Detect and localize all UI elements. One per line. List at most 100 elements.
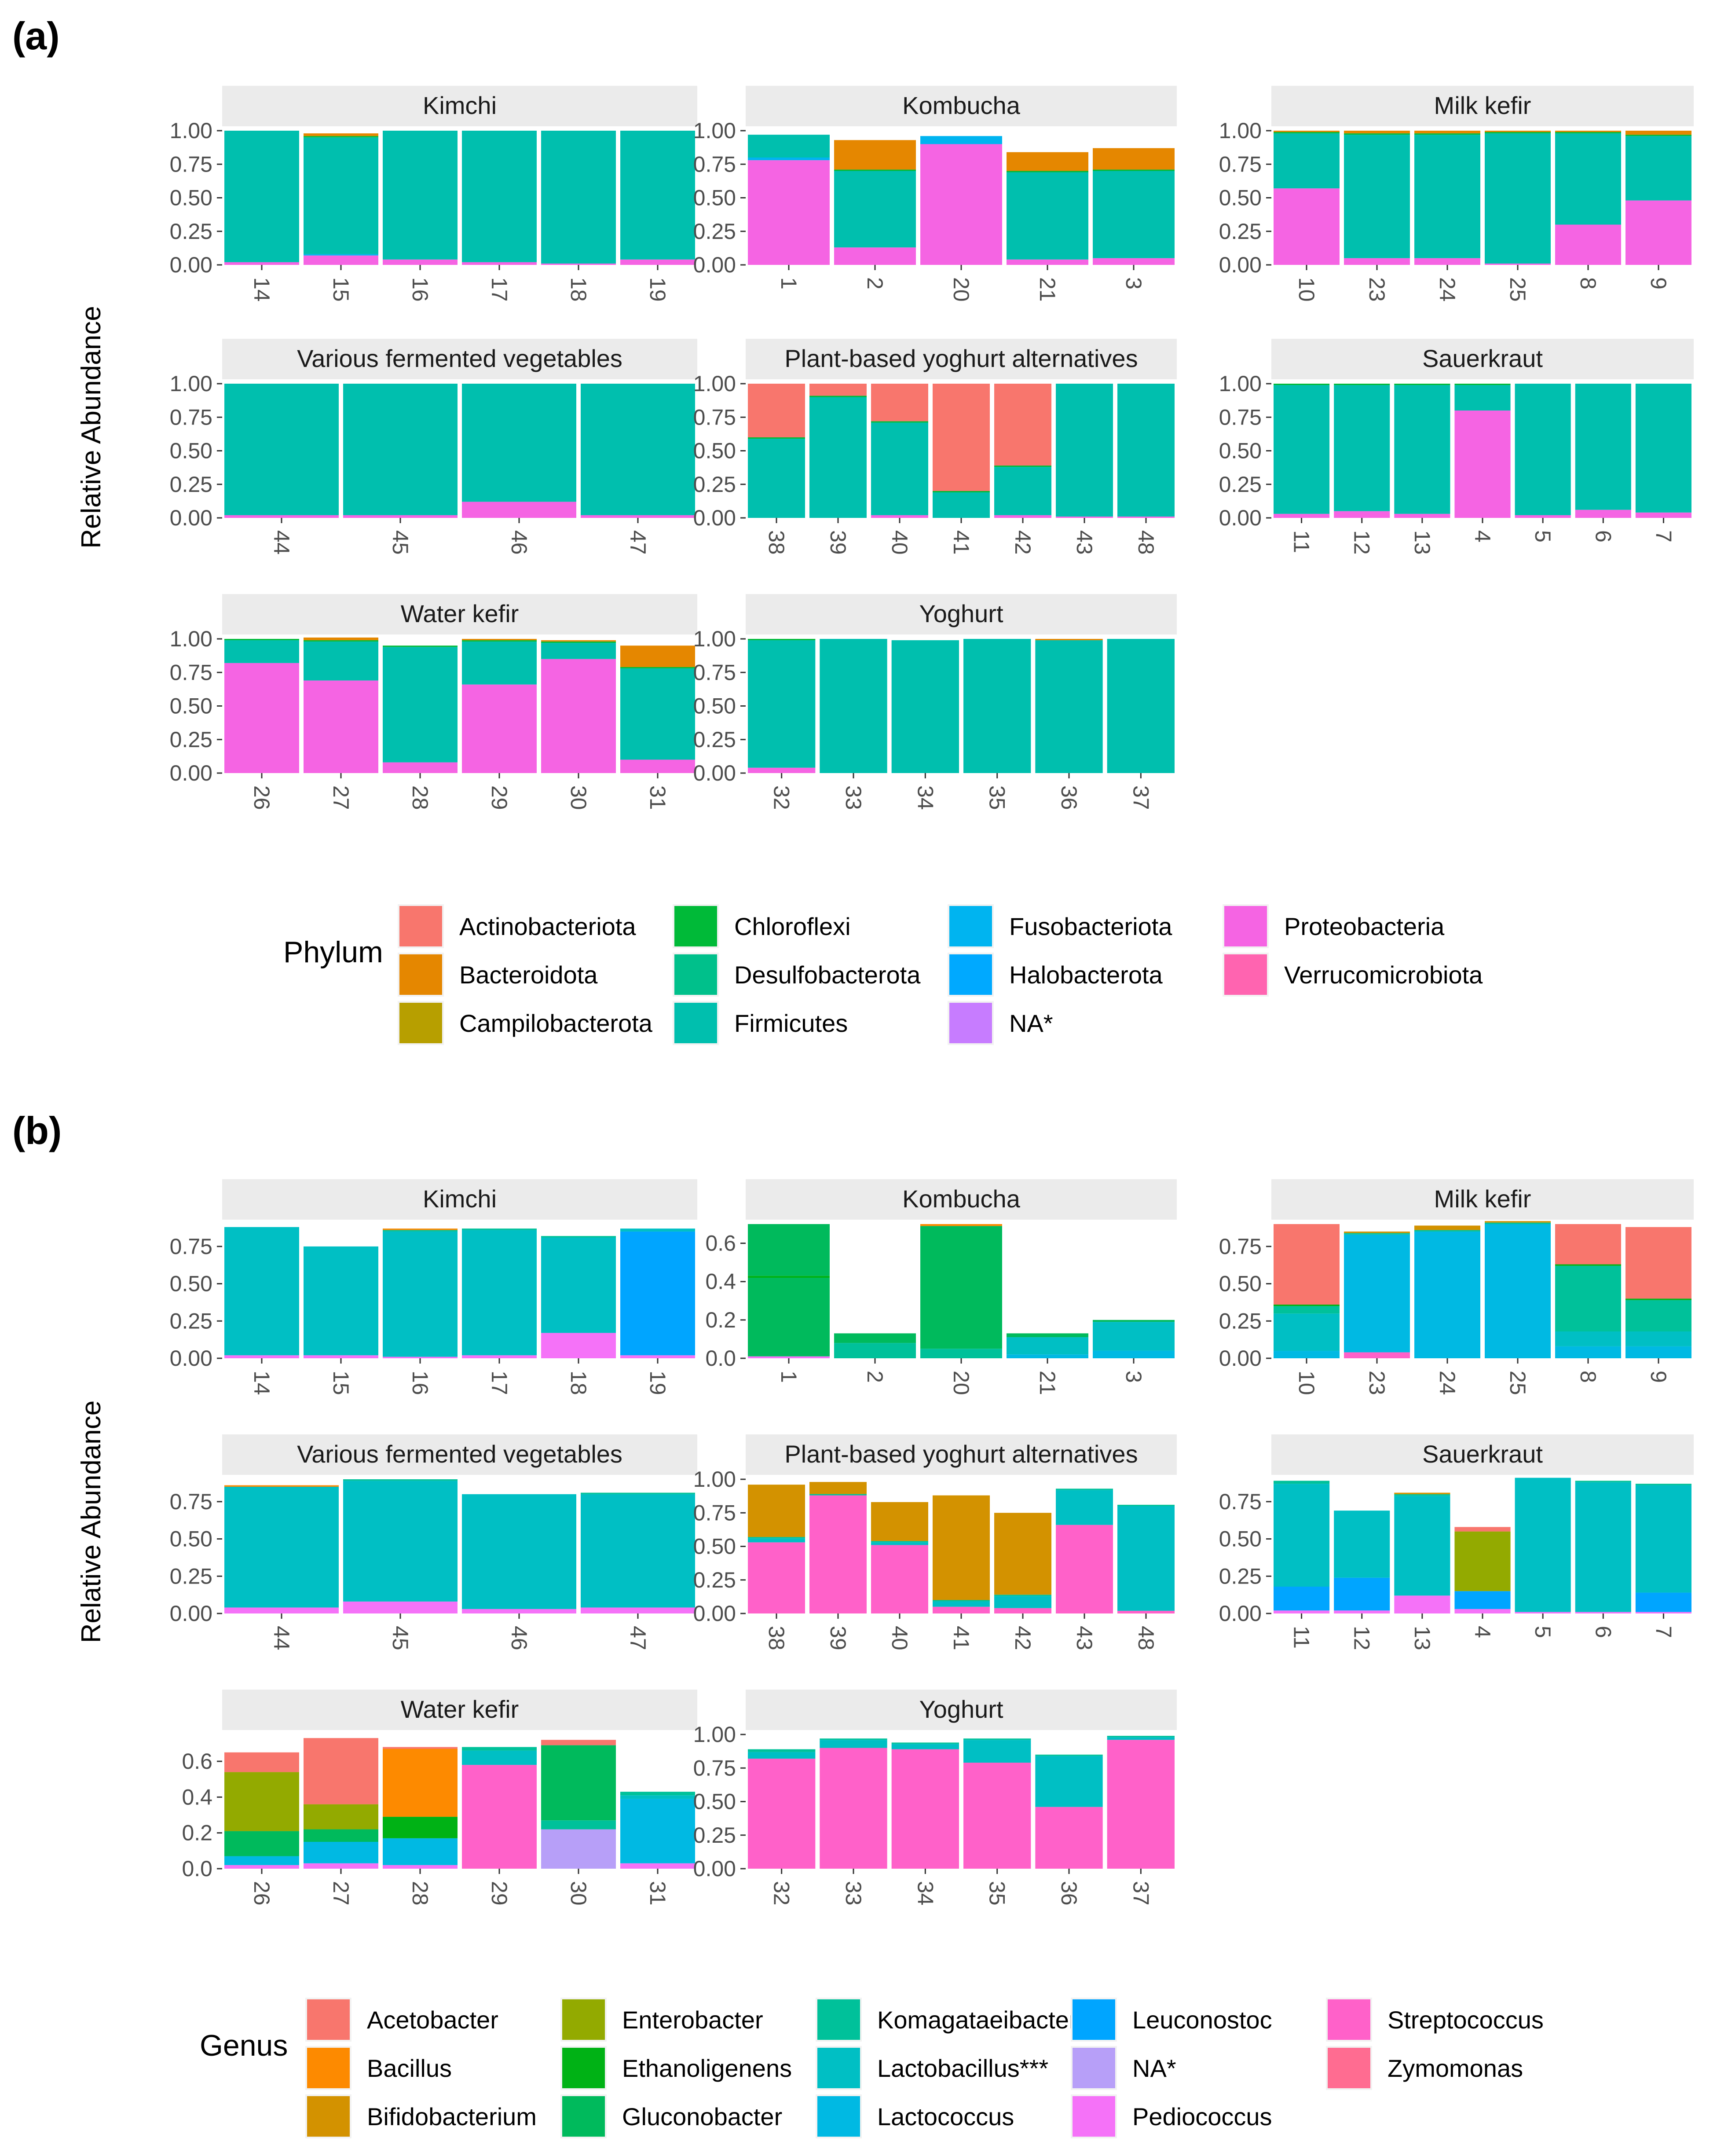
bar-sample-30: [541, 640, 616, 773]
bar-sample-46: [462, 384, 576, 518]
legend-item-halobacterota: Halobacterota: [948, 953, 1163, 997]
x-tick-label: 27: [329, 1881, 353, 1906]
facet-strip: [746, 1690, 1177, 1730]
bar-segment-firmicutes: [343, 384, 458, 515]
x-tick-label: 16: [408, 1371, 432, 1395]
bar-segment-firmicutes: [581, 384, 695, 515]
legend-label: Enterobacter: [622, 2006, 763, 2034]
x-tick-label: 6: [1591, 1626, 1615, 1638]
x-tick-label: 30: [566, 785, 591, 810]
legend: Phylum Actinobacteriota Bacteroidota Campil…: [283, 904, 1483, 1045]
bar-sample-23: [1344, 131, 1410, 265]
bar-segment-streptococcus: [871, 1545, 928, 1613]
bar-segment-komagataeibacter: [1575, 1481, 1631, 1482]
bar-segment-streptococcus: [820, 1748, 887, 1869]
x-tick-label: 27: [329, 785, 353, 810]
x-tick-label: 43: [1072, 530, 1097, 555]
bar-segment-proteobacteria: [462, 502, 576, 518]
facet-title: Kimchi: [423, 92, 497, 119]
bar-segment-firmicutes: [1093, 171, 1175, 258]
x-tick-label: 47: [626, 1626, 650, 1650]
bar-segment-proteobacteria: [1117, 516, 1175, 518]
bar-segment-chloroflexi: [462, 640, 537, 642]
bar-segment-proteobacteria: [383, 762, 458, 773]
bar-segment-acetobacter: [383, 1747, 458, 1749]
bar-segment-gluconobacter: [1007, 1333, 1088, 1338]
bar-segment-firmicutes: [1635, 384, 1691, 513]
bar-segment-firmicutes: [1625, 136, 1691, 201]
y-tick-label: 1.00: [693, 1722, 736, 1747]
x-tick-label: 10: [1294, 277, 1319, 302]
bar-segment-bacteroidota: [1007, 152, 1088, 171]
bar-segment-firmicutes: [748, 135, 830, 158]
y-tick-label: 0.75: [170, 405, 212, 429]
bar-segment-proteobacteria: [1555, 224, 1621, 265]
bar-segment-bacteroidota: [462, 639, 537, 641]
legend-label: Campilobacterota: [459, 1009, 653, 1037]
bar-sample-42: [994, 384, 1051, 518]
bar-segment-chloroflexi: [1625, 135, 1691, 136]
facet-title: Water kefir: [401, 1695, 519, 1723]
y-tick-label: 0.4: [182, 1785, 212, 1809]
y-tick-label: 1.00: [170, 118, 212, 143]
y-tick-label: 0.6: [705, 1231, 736, 1256]
y-tick-label: 0.75: [170, 1489, 212, 1514]
x-tick-label: 11: [1289, 1626, 1314, 1649]
x-tick-label: 33: [841, 785, 866, 810]
bar-segment-pediococcus: [304, 1863, 378, 1869]
bar-segment-proteobacteria: [834, 247, 916, 265]
bar-segment-gluconobacter: [304, 1829, 378, 1842]
bar-sample-26: [224, 1752, 299, 1869]
bar-segment-firmicutes: [1414, 135, 1480, 258]
facet-title: Sauerkraut: [1422, 345, 1543, 372]
x-tick-label: 26: [249, 785, 274, 810]
facet-title: Various fermented vegetables: [297, 1440, 622, 1468]
y-tick-label: 0.50: [1219, 1272, 1262, 1296]
y-tick-label: 0.75: [1219, 1489, 1262, 1514]
bar-segment-proteobacteria: [994, 515, 1051, 518]
legend-swatch: [949, 1003, 992, 1043]
bar-sample-32: [748, 1749, 816, 1869]
x-tick-label: 30: [566, 1881, 591, 1906]
bar-segment-chloroflexi: [748, 437, 805, 439]
bar-sample-45: [343, 1479, 458, 1613]
y-tick-label: 1.00: [693, 118, 736, 143]
x-tick-label: 38: [764, 1626, 789, 1650]
x-tick-label: 34: [913, 785, 937, 810]
bar-segment-komagataeibacter: [541, 1820, 616, 1830]
legend-swatch: [1073, 1999, 1115, 2040]
y-tick-label: 0.25: [1219, 219, 1262, 244]
bar-sample-43: [1056, 384, 1113, 518]
facet-title: Yoghurt: [919, 600, 1003, 627]
bar-segment-firmicutes: [462, 131, 537, 262]
bar-segment-bacillus: [224, 1485, 339, 1487]
facet-title: Milk kefir: [1434, 1185, 1531, 1213]
bar-segment-lactobacillus: [1334, 1511, 1390, 1578]
x-tick-label: 20: [949, 1371, 974, 1395]
x-tick-label: 31: [645, 785, 670, 810]
bar-segment-lactobacillus: [994, 1596, 1051, 1608]
x-tick-label: 5: [1530, 1626, 1555, 1638]
y-tick-label: 0.75: [1219, 1234, 1262, 1259]
bar-sample-38: [748, 1485, 805, 1613]
bar-sample-42: [994, 1513, 1051, 1613]
y-tick-label: 0.0: [705, 1346, 736, 1371]
bar-segment-pediococcus: [224, 1355, 299, 1358]
bar-segment-firmicutes: [933, 492, 990, 518]
x-tick-label: 34: [913, 1881, 937, 1906]
bar-segment-chloroflexi: [933, 491, 990, 493]
bar-sample-41: [933, 384, 990, 518]
bar-sample-44: [224, 1485, 339, 1613]
facet-title: Milk kefir: [1434, 92, 1531, 119]
y-tick-label: 0.75: [1219, 405, 1262, 429]
x-tick-label: 25: [1505, 277, 1530, 302]
bar-segment-komagataeibacter: [1056, 1489, 1113, 1490]
y-tick-label: 0.00: [693, 761, 736, 785]
bar-segment-chloroflexi: [1274, 384, 1330, 385]
bar-segment-chloroflexi: [304, 640, 378, 642]
x-tick-label: 5: [1530, 530, 1555, 543]
bar-sample-23: [1344, 1231, 1410, 1358]
bar-sample-4: [1454, 384, 1511, 518]
bar-segment-streptococcus: [748, 1758, 816, 1869]
bar-segment-bacteroidota: [620, 645, 695, 667]
